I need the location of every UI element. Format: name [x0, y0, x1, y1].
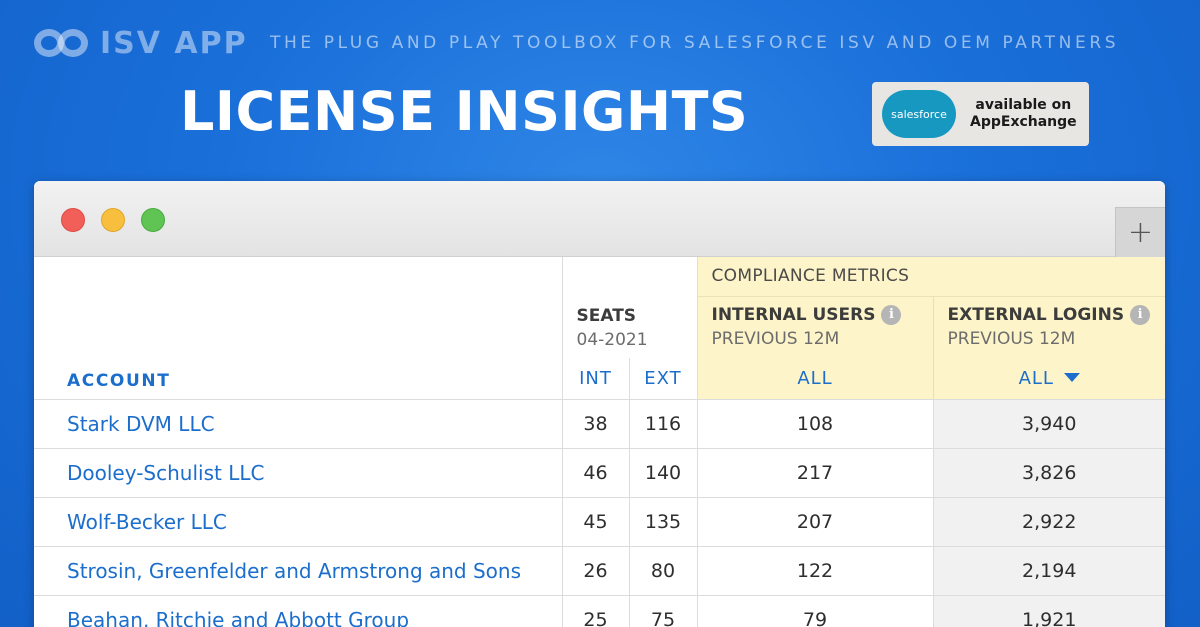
- internal-users-cell: 108: [696, 398, 933, 448]
- account-link[interactable]: Strosin, Greenfelder and Armstrong and S…: [34, 545, 562, 595]
- table-row: Wolf-Becker LLC 45 135 207 2,922: [34, 496, 1165, 546]
- plus-icon: +: [1127, 215, 1154, 250]
- compliance-metrics-header: COMPLIANCE METRICS: [696, 257, 1165, 296]
- window-titlebar: +: [34, 181, 1165, 257]
- seats-ext-cell: 116: [628, 398, 697, 448]
- external-logins-cell: 2,922: [932, 496, 1165, 546]
- seats-int-cell: 46: [561, 447, 629, 497]
- external-logins-filter-label: ALL: [1018, 367, 1054, 389]
- internal-users-cell: 79: [696, 594, 933, 627]
- close-window-button[interactable]: [61, 208, 85, 232]
- sort-descending-icon: [1063, 372, 1080, 382]
- tagline: THE PLUG AND PLAY TOOLBOX FOR SALESFORCE…: [270, 33, 1120, 53]
- table-row: Beahan, Ritchie and Abbott Group 25 75 7…: [34, 594, 1165, 627]
- table-row: Stark DVM LLC 38 116 108 3,940: [34, 398, 1165, 448]
- external-logins-filter[interactable]: ALL: [932, 358, 1165, 399]
- external-logins-header: EXTERNAL LOGINS i PREVIOUS 12M: [932, 295, 1165, 358]
- seats-int-cell: 45: [561, 496, 629, 546]
- new-tab-button[interactable]: +: [1115, 207, 1165, 257]
- external-logins-cell: 1,921: [932, 594, 1165, 627]
- license-table: SEATS 04-2021 COMPLIANCE METRICS INTERNA…: [34, 257, 1165, 627]
- internal-users-cell: 217: [696, 447, 933, 497]
- seats-int-cell: 25: [561, 594, 629, 627]
- internal-users-cell: 122: [696, 545, 933, 595]
- seats-int-header[interactable]: INT: [561, 358, 629, 399]
- seats-subtitle: 04-2021: [576, 330, 648, 350]
- account-column-header[interactable]: ACCOUNT: [67, 370, 171, 391]
- info-icon[interactable]: i: [881, 305, 902, 326]
- maximize-window-button[interactable]: [141, 208, 165, 232]
- isv-app-logo-icon: [34, 26, 92, 60]
- seats-int-cell: 26: [561, 545, 629, 595]
- appexchange-line2: AppExchange: [970, 114, 1077, 130]
- internal-users-cell: 207: [696, 496, 933, 546]
- page-title: LICENSE INSIGHTS: [180, 80, 749, 143]
- appexchange-badge[interactable]: salesforce available on AppExchange: [872, 82, 1089, 146]
- salesforce-cloud-icon: salesforce: [882, 90, 956, 138]
- external-logins-cell: 2,194: [932, 545, 1165, 595]
- internal-users-subtitle: PREVIOUS 12M: [711, 329, 840, 350]
- external-logins-subtitle: PREVIOUS 12M: [947, 329, 1076, 350]
- minimize-window-button[interactable]: [101, 208, 125, 232]
- seats-ext-cell: 135: [628, 496, 697, 546]
- seats-ext-cell: 75: [628, 594, 697, 627]
- browser-window: + SEATS 04-2021 COMPLIANCE METRICS INTER…: [34, 181, 1165, 627]
- table-row: Strosin, Greenfelder and Armstrong and S…: [34, 545, 1165, 595]
- internal-users-header: INTERNAL USERS i PREVIOUS 12M: [696, 295, 933, 358]
- internal-users-title: INTERNAL USERS: [711, 305, 876, 326]
- seats-ext-cell: 80: [628, 545, 697, 595]
- brand-name: ISV APP: [100, 25, 248, 61]
- seats-ext-header[interactable]: EXT: [628, 358, 697, 399]
- external-logins-cell: 3,826: [932, 447, 1165, 497]
- seats-header: SEATS 04-2021: [561, 257, 697, 358]
- account-link[interactable]: Wolf-Becker LLC: [34, 496, 562, 546]
- table-row: Dooley-Schulist LLC 46 140 217 3,826: [34, 447, 1165, 497]
- external-logins-cell: 3,940: [932, 398, 1165, 448]
- seats-title: SEATS: [576, 306, 637, 326]
- brand: ISV APP: [34, 25, 248, 61]
- info-icon[interactable]: i: [1130, 305, 1151, 326]
- appexchange-line1: available on: [975, 97, 1072, 113]
- external-logins-title: EXTERNAL LOGINS: [947, 305, 1125, 326]
- account-link[interactable]: Dooley-Schulist LLC: [34, 447, 562, 497]
- account-link[interactable]: Stark DVM LLC: [34, 398, 562, 448]
- seats-int-cell: 38: [561, 398, 629, 448]
- account-link[interactable]: Beahan, Ritchie and Abbott Group: [34, 594, 562, 627]
- appexchange-text: available on AppExchange: [970, 97, 1077, 131]
- seats-ext-cell: 140: [628, 447, 697, 497]
- internal-users-filter[interactable]: ALL: [696, 358, 933, 399]
- account-header-spacer: [34, 257, 562, 358]
